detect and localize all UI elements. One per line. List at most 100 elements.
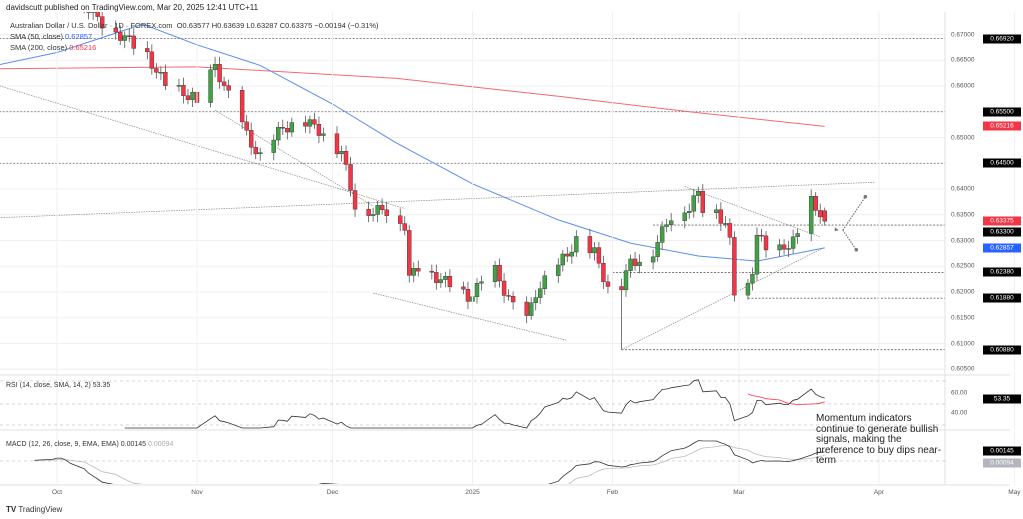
trendline (0, 85, 405, 209)
candle (158, 71, 164, 74)
candle (244, 121, 249, 131)
candle (461, 286, 466, 290)
candle (99, 16, 105, 29)
candle (754, 234, 760, 275)
macd-signal-line (34, 445, 825, 484)
macd-signal-tag: 0.00094 (983, 458, 1021, 468)
candle (745, 282, 751, 296)
candle (118, 31, 123, 41)
candle (149, 51, 155, 69)
arrow-head-icon (863, 194, 868, 199)
candle (86, 12, 91, 13)
candle (623, 270, 629, 291)
publish-info: davidscutt published on TradingView.com,… (6, 3, 259, 12)
candle (407, 230, 412, 276)
price-level-tag: 0.61880 (983, 293, 1021, 303)
candle (212, 64, 218, 71)
trendline (621, 246, 825, 350)
candle (659, 226, 665, 243)
candle (375, 205, 380, 215)
macd-value-tag: 0.00145 (983, 446, 1021, 456)
candle (668, 220, 674, 225)
candle (781, 244, 787, 250)
price-tick: 0.67000 (951, 31, 975, 38)
ohlc-values: O0.63577 H0.63639 L0.63287 C0.63375 −0.0… (176, 21, 379, 30)
chart-legend: Australian Dollar / U.S. Dollar · 1D · F… (10, 20, 379, 53)
candle (700, 190, 705, 213)
projection-arrow (842, 229, 857, 251)
price-tick: 0.66500 (951, 56, 975, 64)
price-tick: 0.60500 (951, 365, 975, 373)
candle (131, 35, 136, 49)
sma50-label: SMA (50, close) (10, 32, 63, 41)
projection-arrow (842, 196, 866, 231)
rsi-legend[interactable]: RSI (14, close, SMA, 14, 2) 53.35 (6, 382, 110, 389)
candle (127, 35, 132, 37)
month-tick: May (1008, 489, 1021, 496)
candle (592, 247, 597, 254)
candle (506, 295, 511, 297)
macd-pane (34, 440, 825, 484)
candle (501, 280, 507, 296)
macd-label: MACD (12, 26, close, 9, EMA, EMA) (6, 441, 119, 448)
candle (808, 196, 814, 234)
macd-legend[interactable]: MACD (12, 26, close, 9, EMA, EMA) 0.0014… (6, 441, 173, 448)
tradingview-label: TradingView (18, 505, 63, 514)
candle (370, 214, 376, 216)
symbol-ohlc[interactable]: Australian Dollar / U.S. Dollar · 1D · F… (10, 20, 379, 31)
candle (732, 237, 737, 296)
candle (777, 244, 782, 251)
candle (352, 190, 358, 210)
annotation-text[interactable]: Momentum indicators continue to generate… (816, 413, 942, 466)
price-level-tag: 0.66920 (983, 34, 1021, 44)
candle (763, 235, 769, 251)
trendline (373, 292, 568, 341)
candle (271, 139, 276, 153)
sma200-legend[interactable]: SMA (200, close) 0.65216 (10, 42, 379, 53)
sma50-legend[interactable]: SMA (50, close) 0.62857 (10, 31, 379, 42)
candle (750, 273, 755, 284)
price-level-tag: 0.64500 (983, 158, 1021, 168)
candle (605, 281, 611, 287)
month-tick: Feb (606, 489, 619, 496)
candle (474, 283, 480, 297)
trendline (684, 186, 821, 238)
candle (398, 215, 403, 224)
month-tick: Oct (51, 489, 63, 496)
candle (343, 151, 349, 165)
candle (465, 289, 471, 302)
candle (822, 210, 827, 222)
candle (438, 279, 444, 283)
candle (727, 223, 733, 238)
price-level-tag: 0.65500 (983, 107, 1021, 117)
candle (312, 119, 317, 125)
price-tick: 0.63000 (951, 237, 975, 244)
price-level-tag: 0.63375 (983, 216, 1021, 226)
tv-logo-icon: TV (6, 505, 17, 514)
month-tick: Nov (191, 489, 203, 496)
candle (443, 276, 448, 280)
candle (90, 12, 96, 13)
price-tick: 0.66000 (951, 82, 975, 90)
candle (334, 133, 340, 155)
candle (574, 236, 579, 253)
price-level-tag: 0.62857 (983, 243, 1021, 253)
candle (691, 195, 696, 212)
candle (190, 91, 195, 100)
month-tick: 2025 (465, 489, 480, 496)
candle (718, 209, 724, 224)
tradingview-logo[interactable]: TV TradingView (6, 505, 62, 514)
arrow-head-icon (834, 227, 839, 232)
trendline (214, 109, 374, 207)
candle (596, 247, 602, 264)
price-level-tag: 0.65216 (983, 121, 1021, 131)
candle (280, 127, 285, 129)
price-level-tag: 0.63300 (983, 227, 1021, 237)
candle (226, 85, 231, 91)
candle (524, 301, 529, 316)
candle (714, 209, 719, 213)
candle (587, 236, 593, 254)
macd-signal-value: 0.00094 (148, 441, 174, 448)
candle (258, 152, 263, 155)
